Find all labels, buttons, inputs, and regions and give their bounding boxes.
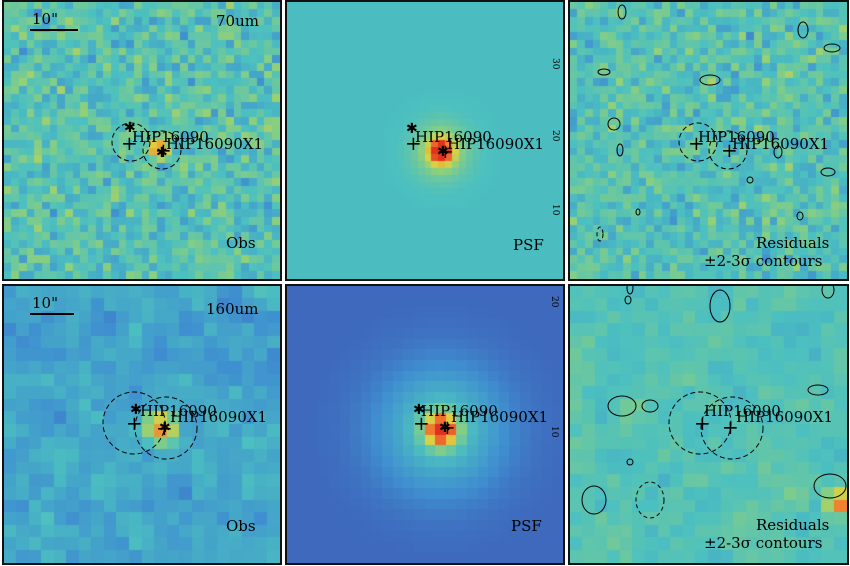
obs-map-70um — [4, 2, 280, 279]
contour-line — [607, 395, 637, 417]
panel-label-psf: PSF — [513, 236, 544, 254]
contour-line — [596, 226, 604, 242]
panel-label-residuals: Residuals — [756, 234, 829, 252]
target-label-primary: HIP16090 — [421, 402, 498, 420]
psf-map-70um — [287, 2, 563, 279]
panel-label-contours: ±2-3σ contours — [704, 534, 822, 552]
target-label-companion: HIP16090X1 — [732, 135, 829, 153]
plus-marker: + — [156, 416, 173, 440]
contour-line — [607, 117, 621, 131]
plus-marker: + — [413, 411, 430, 435]
contour-line — [821, 286, 835, 299]
plus-marker: + — [405, 131, 422, 155]
residual-map-160um — [570, 286, 847, 563]
panel-label-obs: Obs — [226, 234, 256, 252]
overlay-160um-residuals: + + HIP16090 HIP16090X1 Residuals ±2-3σ … — [581, 286, 847, 552]
contour-line — [635, 481, 665, 519]
target-label-primary: HIP16090 — [698, 128, 775, 146]
contour-line — [597, 68, 611, 76]
scale-bar-label: 10" — [32, 294, 58, 312]
star-marker: ✱ — [406, 121, 418, 137]
target-label-companion: HIP16090X1 — [170, 408, 267, 426]
overlay-70um-residuals: + + HIP16090 HIP16090X1 Residuals ±2-3σ … — [596, 4, 841, 270]
source-aperture-primary — [102, 391, 166, 455]
residual-map-70um — [570, 2, 847, 279]
star-marker: ✱ — [437, 144, 449, 160]
plus-marker: + — [721, 138, 738, 162]
contour-line — [626, 458, 634, 466]
contour-line — [626, 286, 634, 295]
panel-label-contours: ±2-3σ contours — [704, 252, 822, 270]
source-aperture-primary — [111, 122, 151, 162]
panel-160um-obs: 10" 160um + + ✱ ✱ HIP16090 HIP16090X1 Ob… — [2, 284, 282, 565]
contour-line — [617, 4, 627, 20]
plus-marker: + — [439, 415, 456, 439]
contour-line — [581, 485, 607, 515]
contour-line — [820, 167, 836, 177]
plus-marker: + — [126, 411, 143, 435]
overlay-70um-obs: 10" 70um + + ✱ ✱ HIP16090 HIP16090X1 Obs — [30, 10, 263, 252]
contour-line — [699, 74, 721, 86]
star-marker: ✱ — [413, 402, 425, 418]
panel-70um-obs: 10" 70um + + ✱ ✱ HIP16090 HIP16090X1 Obs — [2, 0, 282, 281]
panel-70um-residuals: + + HIP16090 HIP16090X1 Residuals ±2-3σ … — [568, 0, 849, 281]
star-marker: ✱ — [124, 120, 136, 136]
source-aperture-companion — [134, 396, 198, 460]
contour-line — [624, 295, 632, 305]
target-label-primary: HIP16090 — [415, 128, 492, 146]
overlay-160um-psf: + + ✱ ✱ HIP16090 HIP16090X1 PSF 20 10 — [413, 296, 559, 535]
plus-marker: + — [121, 131, 138, 155]
band-label: 160um — [206, 300, 259, 318]
star-marker: ✱ — [130, 402, 142, 418]
contour-line — [616, 143, 624, 157]
panel-160um-psf: + + ✱ ✱ HIP16090 HIP16090X1 PSF 20 10 — [285, 284, 565, 565]
panel-160um-residuals: + + HIP16090 HIP16090X1 Residuals ±2-3σ … — [568, 284, 849, 565]
contour-line — [641, 399, 659, 413]
contour-line — [823, 43, 841, 53]
overlay-70um-psf: + + ✱ ✱ HIP16090 HIP16090X1 PSF 30 20 10 — [405, 58, 560, 254]
contour-line — [796, 211, 804, 221]
contour-line — [746, 176, 754, 184]
star-marker: ✱ — [439, 420, 451, 436]
contour-line — [797, 21, 809, 39]
target-label-companion: HIP16090X1 — [447, 135, 544, 153]
psf-map-160um — [287, 286, 563, 563]
panel-label-obs: Obs — [226, 517, 256, 535]
target-label-primary: HIP16090 — [704, 402, 781, 420]
band-label: 70um — [216, 12, 259, 30]
source-aperture-companion — [700, 396, 764, 460]
panel-70um-psf: + + ✱ ✱ HIP16090 HIP16090X1 PSF 30 20 10 — [285, 0, 565, 281]
plus-marker: + — [688, 131, 705, 155]
source-aperture-companion — [708, 130, 748, 170]
target-label-primary: HIP16090 — [140, 402, 217, 420]
axis-tick-label: 10 — [549, 426, 559, 438]
plus-marker: + — [722, 415, 739, 439]
axis-tick-label: 20 — [549, 296, 559, 308]
star-marker: ✱ — [156, 145, 168, 161]
target-label-companion: HIP16090X1 — [166, 135, 263, 153]
panel-label-psf: PSF — [511, 517, 542, 535]
contour-line — [635, 208, 641, 216]
source-aperture-companion — [142, 130, 182, 170]
contour-line — [709, 289, 731, 323]
panel-label-residuals: Residuals — [756, 516, 829, 534]
source-aperture-primary — [668, 391, 732, 455]
axis-tick-label: 20 — [550, 130, 560, 142]
star-marker: ✱ — [159, 420, 171, 436]
scale-bar-label: 10" — [32, 10, 58, 28]
plus-marker: + — [437, 139, 454, 163]
plus-marker: + — [155, 138, 172, 162]
source-aperture-primary — [678, 122, 718, 162]
plus-marker: + — [694, 411, 711, 435]
target-label-primary: HIP16090 — [132, 128, 209, 146]
contour-line — [807, 384, 829, 396]
target-label-companion: HIP16090X1 — [451, 408, 548, 426]
overlay-160um-obs: 10" 160um + + ✱ ✱ HIP16090 HIP16090X1 Ob… — [30, 294, 267, 535]
axis-tick-label: 10 — [550, 204, 560, 216]
contour-line — [813, 473, 847, 499]
axis-tick-label: 30 — [550, 58, 560, 70]
target-label-companion: HIP16090X1 — [736, 408, 833, 426]
contour-line — [773, 145, 783, 159]
obs-map-160um — [4, 286, 280, 563]
